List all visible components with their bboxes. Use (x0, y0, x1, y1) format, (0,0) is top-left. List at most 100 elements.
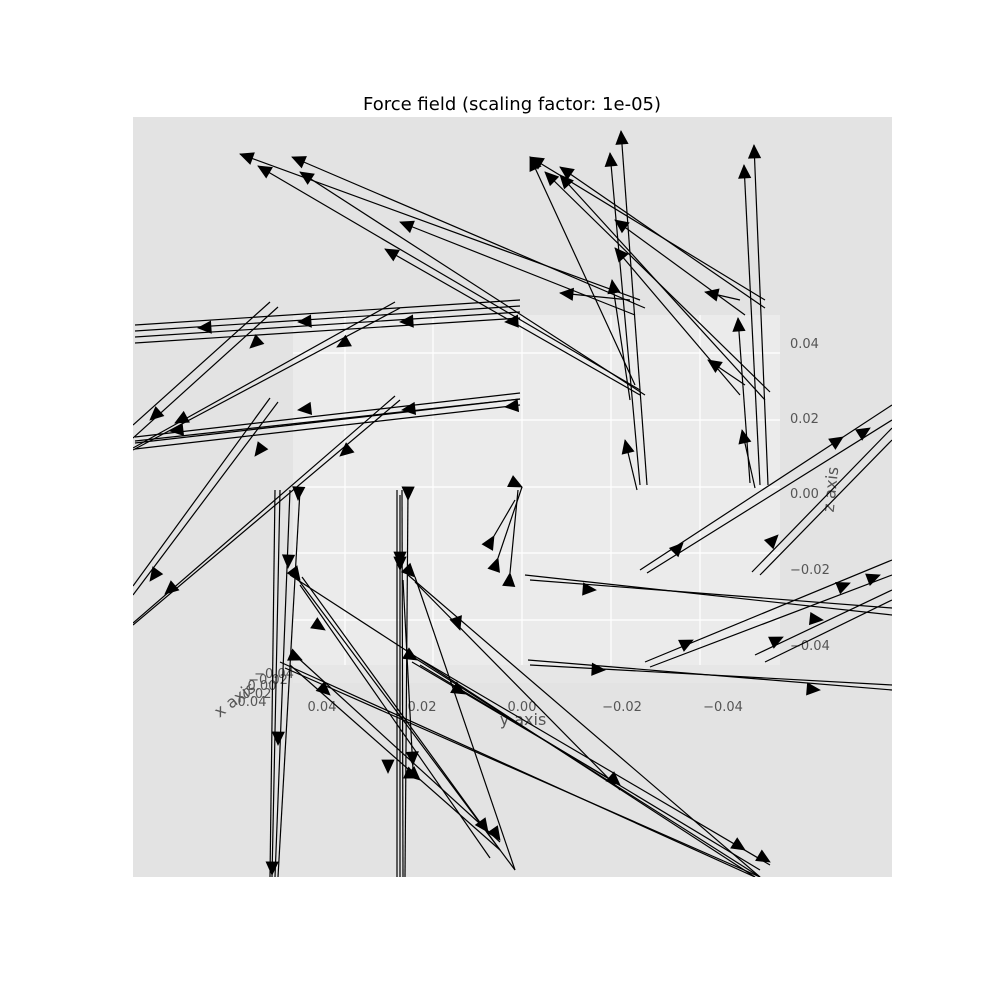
quiver-arrow-head (855, 427, 871, 441)
grid-lines (293, 315, 780, 665)
z-tick-label: 0.02 (790, 412, 819, 427)
quiver-arrow-head (336, 334, 352, 348)
quiver-arrow-head (401, 486, 415, 501)
quiver-arrow-head (763, 534, 779, 550)
y-tick-label: 0.04 (308, 700, 337, 715)
quiver-arrow-shaft (301, 576, 501, 851)
y-tick-label: 0.02 (408, 700, 437, 715)
quiver-arrow-shaft (284, 667, 761, 877)
quiver-arrow-head (591, 662, 606, 676)
quiver-arrow-head (747, 144, 762, 159)
z-tick-label: 0.04 (790, 337, 819, 352)
quiver-arrow-shaft (754, 589, 892, 656)
quiver-arrow-head (339, 442, 355, 457)
quiver-arrow-shaft (609, 152, 641, 486)
x-tick-label: 0.02 (243, 687, 272, 702)
quiver-arrow-shaft (277, 489, 301, 877)
quiver-arrow-shaft (271, 489, 281, 877)
quiver-arrow-head (621, 439, 635, 455)
quiver-arrow-shaft (751, 427, 892, 573)
quiver-arrow-head (292, 486, 306, 501)
quiver-arrow-head (399, 220, 415, 234)
quiver-arrow-head (615, 130, 629, 145)
quiver-arrow-head (865, 573, 881, 586)
quiver-arrow-shaft (493, 499, 516, 537)
quiver-arrow-head (310, 617, 326, 631)
quiver-arrow-shaft (299, 171, 646, 396)
quiver-arrow-shaft (764, 599, 892, 663)
quiver-arrow-shaft (529, 664, 892, 686)
quiver-arrow-shaft (134, 398, 521, 442)
quiver-arrow-shaft (497, 486, 523, 559)
quiver-arrow-shaft (759, 439, 892, 576)
quiver-arrow-shaft (529, 156, 636, 386)
quiver-arrow-head (529, 156, 545, 170)
quiver-arrow-head (559, 287, 574, 301)
quiver-arrow-shaft (611, 279, 631, 401)
quiver-arrow-shaft (649, 574, 892, 668)
quiver-arrow-head (381, 759, 395, 774)
z-tick-label: −0.04 (790, 639, 830, 654)
quiver-arrow-head (614, 219, 630, 234)
x-tick-label: −0.02 (248, 673, 288, 688)
quiver-arrow-head (559, 174, 574, 190)
quiver-arrow-head (768, 636, 784, 649)
quiver-arrow-head (704, 288, 720, 302)
quiver-arrow-shaft (133, 401, 279, 596)
quiver-arrows (133, 130, 892, 877)
quiver-arrow-head (384, 248, 400, 262)
quiver-arrow-shaft (614, 219, 746, 316)
z-tick-label: −0.02 (790, 563, 830, 578)
quiver-arrow-shaft (133, 301, 396, 449)
quiver-arrow-head (502, 572, 516, 587)
quiver-arrow-head (297, 401, 313, 416)
quiver-arrow-head (257, 165, 273, 179)
quiver-arrow-shaft (134, 404, 521, 450)
quiver-arrow-head (808, 611, 824, 626)
quiver-arrow-head (806, 682, 821, 696)
quiver-arrow-shaft (289, 664, 501, 851)
quiver-arrow-shaft (509, 489, 519, 574)
quiver-arrow-head (286, 565, 301, 581)
quiver-arrow-head (149, 566, 164, 582)
x-tick-label: 0.00 (248, 679, 277, 694)
y-tick-label: −0.02 (602, 700, 642, 715)
quiver-arrow-head (254, 441, 269, 457)
quiver-arrow-shaft (133, 306, 279, 439)
quiver-arrow-head (197, 320, 212, 334)
quiver-arrow-shaft (620, 130, 648, 486)
x-tick-label: 0.04 (238, 695, 267, 710)
quiver-arrow-shaft (133, 301, 271, 426)
quiver-arrow-shaft (646, 419, 892, 574)
quiver-arrow-shaft (743, 164, 761, 486)
quiver-arrow-shaft (524, 574, 892, 616)
quiver-arrow-head (607, 279, 621, 295)
quiver-arrow-head (668, 542, 684, 558)
quiver-arrow-head (738, 429, 752, 445)
quiver-arrow-shaft (133, 395, 396, 624)
quiver-arrow-head (828, 436, 844, 450)
quiver-arrow-shaft (291, 156, 646, 309)
quiver-arrow-shaft (401, 489, 404, 877)
quiver-arrow-head (738, 164, 752, 179)
quiver-arrow-shaft (402, 579, 414, 771)
quiver-arrow-head (281, 554, 296, 569)
z-axis-label: z axis (819, 466, 843, 513)
z-tick-label: 0.00 (790, 487, 819, 502)
quiver-arrow-head (393, 556, 407, 571)
x-tick-label: −0.04 (254, 667, 294, 682)
quiver-arrow-shaft (559, 166, 766, 309)
quiver-arrow-head (174, 410, 190, 424)
quiver-arrow-head (487, 557, 500, 573)
quiver-arrow-head (399, 314, 414, 328)
quiver-arrow-head (678, 639, 694, 652)
y-tick-label: 0.00 (508, 700, 537, 715)
quiver-arrow-head (149, 406, 165, 421)
quiver-arrow-shaft (134, 299, 521, 326)
quiver-arrow-shaft (134, 317, 521, 344)
quiver-arrow-shaft (559, 174, 766, 401)
quiver-arrow-head (297, 314, 312, 328)
quiver-arrow-shaft (274, 489, 291, 877)
quiver-arrow-head (400, 562, 416, 578)
y-tick-label: −0.04 (703, 700, 743, 715)
